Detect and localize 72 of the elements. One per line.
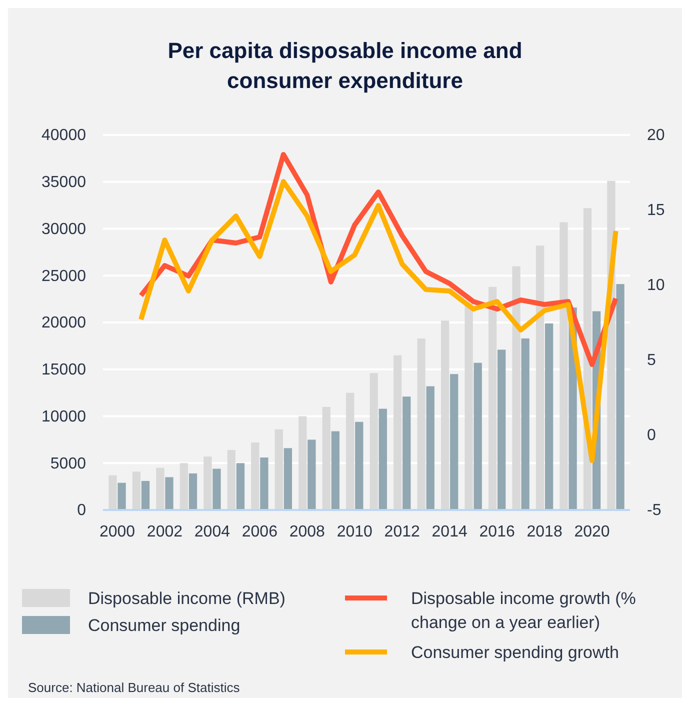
bar [188,473,198,510]
bar [284,448,292,510]
bar [236,463,245,510]
bar [204,456,212,510]
bar [227,450,236,510]
y2-tick-label: 0 [647,427,656,444]
legend-label: Disposable income growth (% change on a year earlier) [411,589,636,632]
bar [512,266,520,510]
bar [212,468,221,510]
bar [108,475,117,510]
bar [536,246,544,510]
y-tick-label: 20000 [42,314,86,332]
bar [440,320,450,510]
bar [274,429,283,510]
bar [378,408,387,510]
x-tick-label: 2016 [479,523,515,540]
x-tick-label: 2018 [526,523,562,540]
x-tick-label: 2020 [574,523,610,540]
bar [118,482,126,510]
bar [322,406,330,510]
bar [394,355,402,510]
y2-tick-label: 5 [647,352,656,370]
x-tick-label: 2002 [146,523,183,540]
y-tick-label: 40000 [42,127,86,144]
bar [331,431,340,510]
x-tick-label: 2008 [289,523,326,540]
bar [132,472,141,510]
bar [426,386,434,510]
bar [260,458,268,510]
bar [616,284,624,510]
bar [141,480,150,510]
bar [474,362,482,510]
y-tick-label: 10000 [42,408,86,426]
x-tick-label: 2006 [242,523,278,540]
legend-label: Consumer spending [88,616,240,635]
bar [402,396,411,510]
bar [464,304,473,510]
y-tick-label: 5000 [50,455,86,472]
bar [346,392,354,510]
bar [165,477,174,510]
source-note: Source: National Bureau of Statistics [28,680,240,695]
y2-tick-label: 10 [647,277,665,294]
y-tick-label: 15000 [42,361,86,378]
y-tick-label: 0 [77,502,86,520]
bar [298,416,307,510]
y2-tick-label: -5 [647,502,662,520]
legend-label: Disposable income (RMB) [88,589,286,608]
bar [521,338,530,510]
y-tick-label: 35000 [42,174,86,191]
x-tick-label: 2012 [384,523,420,540]
x-tick-label: 2014 [432,523,468,540]
bar [450,374,458,510]
bar [417,338,426,510]
chart-title: Per capita disposable income and consumer expenditure [168,38,522,93]
bar [370,373,378,510]
bar [180,463,188,510]
bar [355,422,364,510]
y-tick-label: 25000 [42,268,86,285]
x-tick-label: 2004 [194,523,230,540]
x-tick-label: 2010 [336,523,373,540]
y2-tick-label: 20 [647,127,665,144]
legend-label: Consumer spending growth [411,643,619,662]
bar [251,442,260,510]
bar [560,222,568,510]
bar [488,286,497,510]
bar [308,440,316,510]
x-tick-label: 2000 [99,523,136,540]
y-tick-label: 30000 [42,220,86,238]
bar [156,468,164,510]
bar [498,350,506,510]
bar [544,323,554,510]
y2-tick-label: 15 [647,202,665,220]
